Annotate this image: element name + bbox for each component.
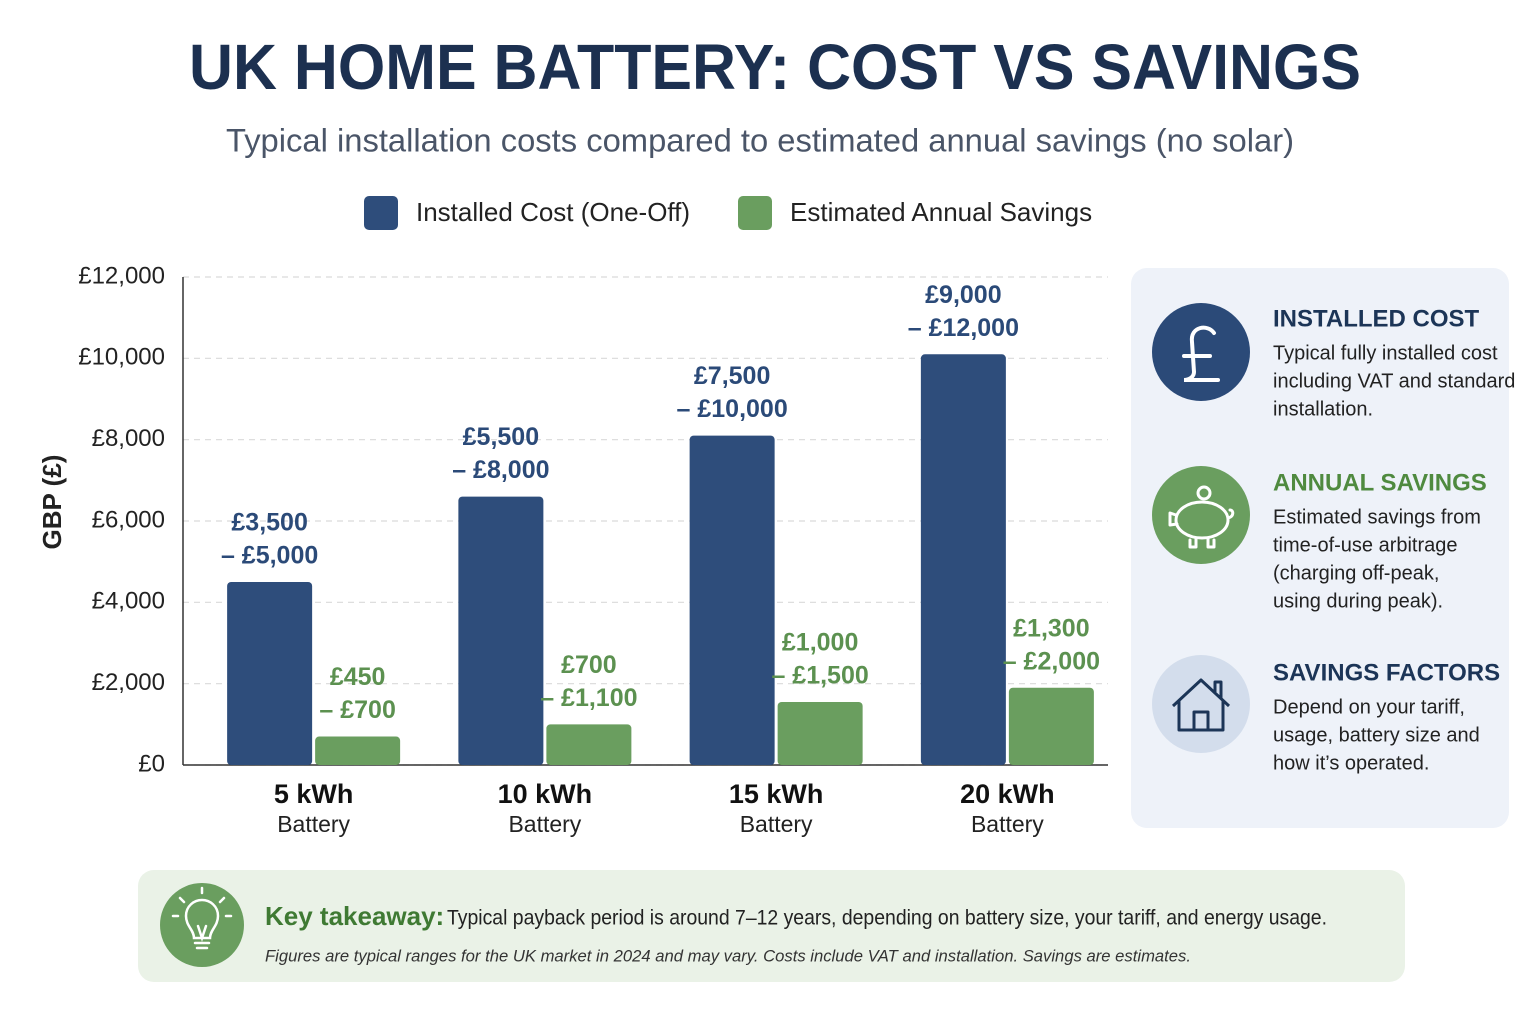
bar [777, 701, 863, 765]
range-label: £5,500 [463, 423, 539, 451]
y-tick-label: £12,000 [78, 262, 165, 289]
bulb-glyph [171, 886, 233, 950]
range-label: – £8,000 [452, 456, 549, 484]
range-label: £1,000 [782, 629, 858, 657]
panel-text: how it’s operated. [1273, 752, 1429, 774]
y-axis-label: GBP (£) [37, 455, 67, 550]
range-label: – £5,000 [221, 542, 318, 570]
chart-title: UK HOME BATTERY: COST VS SAVINGS [189, 31, 1361, 103]
range-label: – £10,000 [677, 395, 788, 423]
takeaway-note: Figures are typical ranges for the UK ma… [265, 946, 1191, 965]
range-label: £7,500 [694, 362, 770, 390]
panel-text: (charging off-peak, [1273, 562, 1439, 584]
bar [546, 724, 632, 765]
range-label: £700 [561, 651, 617, 679]
x-tick-label: 15 kWh [729, 779, 824, 809]
range-label: – £2,000 [1003, 647, 1100, 675]
y-tick-label: £6,000 [92, 506, 165, 533]
panel-text: Depend on your tariff, [1273, 696, 1465, 718]
panel-text: Typical fully installed cost [1273, 342, 1498, 364]
panel-text: usage, battery size and [1273, 724, 1480, 746]
bar [689, 435, 775, 765]
range-label: £9,000 [925, 281, 1001, 309]
bar [920, 354, 1006, 765]
y-tick-label: £0 [138, 750, 165, 777]
house-glyph [1171, 678, 1231, 732]
range-label: £3,500 [231, 509, 307, 537]
y-tick-label: £8,000 [92, 425, 165, 452]
y-tick-label: £10,000 [78, 344, 165, 371]
bar [315, 736, 401, 765]
range-label: £1,300 [1013, 614, 1089, 642]
takeaway-heading: Key takeaway: [265, 901, 444, 931]
legend-label: Installed Cost (One-Off) [416, 197, 690, 227]
cost-icon [1152, 303, 1250, 401]
range-label: – £700 [319, 696, 395, 724]
legend-swatch [364, 196, 398, 230]
savings-icon [1152, 466, 1250, 564]
panel-heading: ANNUAL SAVINGS [1273, 469, 1487, 496]
pound-glyph [1182, 325, 1220, 382]
x-tick-sublabel: Battery [971, 811, 1044, 837]
legend-swatch [738, 196, 772, 230]
y-tick-label: £2,000 [92, 669, 165, 696]
panel-text: using during peak). [1273, 590, 1443, 612]
x-tick-label: 20 kWh [960, 779, 1055, 809]
range-label: – £1,100 [540, 684, 637, 712]
chart-subtitle: Typical installation costs compared to e… [226, 122, 1294, 158]
x-tick-label: 5 kWh [274, 779, 354, 809]
factors-icon [1152, 655, 1250, 753]
panel-text: Estimated savings from [1273, 506, 1481, 528]
panel-text: installation. [1273, 398, 1373, 420]
piggy-glyph [1168, 485, 1235, 549]
range-label: – £1,500 [771, 662, 868, 690]
takeaway-box [138, 870, 1405, 982]
x-tick-sublabel: Battery [277, 811, 350, 837]
panel-text: including VAT and standard [1273, 370, 1515, 392]
x-tick-sublabel: Battery [508, 811, 581, 837]
bar [1008, 687, 1094, 765]
panel-heading: SAVINGS FACTORS [1273, 659, 1500, 686]
panel-heading: INSTALLED COST [1273, 305, 1480, 332]
bar [227, 582, 313, 765]
panel-text: time-of-use arbitrage [1273, 534, 1458, 556]
range-label: £450 [330, 663, 386, 691]
bulb-icon [160, 883, 244, 967]
x-tick-sublabel: Battery [740, 811, 813, 837]
y-tick-label: £4,000 [92, 588, 165, 615]
bar [458, 496, 544, 765]
legend-label: Estimated Annual Savings [790, 197, 1092, 227]
range-label: – £12,000 [908, 314, 1019, 342]
x-tick-label: 10 kWh [498, 779, 593, 809]
takeaway-text: Typical payback period is around 7–12 ye… [447, 907, 1327, 930]
